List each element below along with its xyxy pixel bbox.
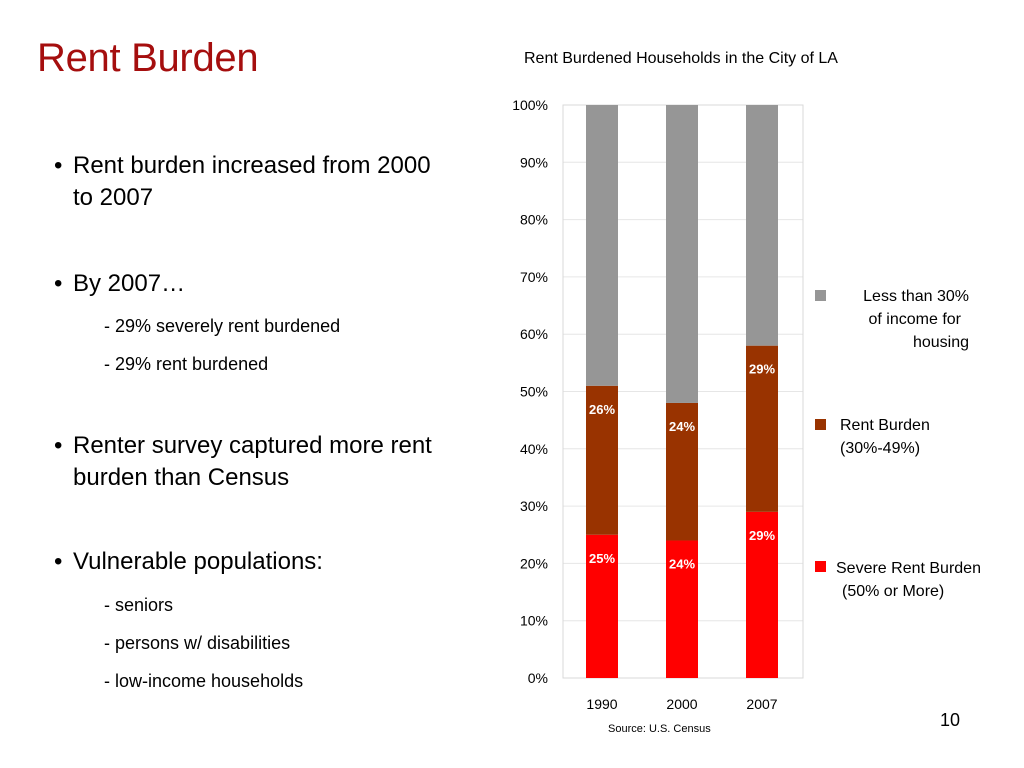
- legend-label-line: Less than 30%: [863, 288, 969, 305]
- bullet-dot: •: [54, 432, 63, 459]
- legend-label-line: (50% or More): [842, 583, 945, 600]
- bar-segment: [666, 105, 698, 403]
- y-tick-label: 70%: [520, 269, 548, 285]
- bullet-text: Rent burden increased from 2000 to 2007: [73, 152, 431, 211]
- slide-title: Rent Burden: [37, 36, 259, 80]
- y-tick-label: 50%: [520, 384, 548, 400]
- x-tick-label: 2000: [666, 696, 697, 712]
- y-tick-label: 0%: [528, 670, 548, 686]
- legend-label-line: Severe Rent Burden: [836, 560, 981, 577]
- bar-data-label: 29%: [749, 528, 775, 543]
- bar-data-label: 29%: [749, 362, 775, 377]
- source-note: Source: U.S. Census: [608, 723, 711, 735]
- legend-swatch-rent-burden: [815, 419, 826, 430]
- bullet-text: Renter survey captured more rent burden …: [73, 432, 432, 491]
- x-tick-label: 1990: [586, 696, 617, 712]
- bullet-subitem: - 29% rent burdened: [104, 354, 269, 374]
- bullet-item: • Vulnerable populations:: [54, 546, 454, 578]
- legend-swatch-less-than-30: [815, 290, 826, 301]
- bar-segment: [586, 385, 618, 535]
- legend-item-rent-burden: Rent Burden (30%-49%): [840, 414, 930, 460]
- bar-segment: [586, 105, 618, 386]
- bullet-item: • Rent burden increased from 2000 to 200…: [54, 150, 454, 214]
- bullet-subitem: - low-income households: [104, 671, 304, 691]
- legend-label-line: housing: [912, 334, 969, 351]
- y-tick-label: 20%: [520, 555, 548, 571]
- y-tick-label: 30%: [520, 498, 548, 514]
- y-tick-label: 90%: [520, 154, 548, 170]
- bullet-subitem: - persons w/ disabilities: [104, 633, 291, 653]
- y-tick-label: 100%: [512, 97, 548, 113]
- bullet-text: Vulnerable populations:: [73, 548, 323, 575]
- bullet-subitem: - seniors: [104, 595, 174, 615]
- bullet-dot: •: [54, 270, 63, 297]
- bar-data-label: 24%: [669, 419, 695, 434]
- bar-segment: [746, 511, 778, 678]
- bullet-item: • By 2007…: [54, 268, 454, 300]
- legend-label-line: of income for: [868, 311, 961, 328]
- y-tick-label: 60%: [520, 326, 548, 342]
- chart-title: Rent Burdened Households in the City of …: [524, 50, 838, 67]
- legend-label-line: Rent Burden: [840, 417, 930, 434]
- bar-segment: [746, 105, 778, 346]
- bar-segment: [666, 540, 698, 678]
- bar-data-label: 26%: [589, 402, 615, 417]
- bullet-dot: •: [54, 548, 63, 575]
- bar-data-label: 25%: [589, 551, 615, 566]
- legend-label-line: (30%-49%): [840, 440, 921, 457]
- bullet-dot: •: [54, 152, 63, 179]
- y-tick-label: 80%: [520, 212, 548, 228]
- bar-data-label: 24%: [669, 556, 695, 571]
- page-number: 10: [940, 710, 961, 730]
- bar-segment: [586, 534, 618, 678]
- bar-segment: [746, 345, 778, 512]
- x-tick-label: 2007: [746, 696, 777, 712]
- bullet-text: By 2007…: [73, 270, 186, 297]
- bullet-subitem: - 29% severely rent burdened: [104, 316, 341, 336]
- y-tick-label: 40%: [520, 441, 548, 457]
- legend-item-less-than-30: Less than 30% of income for housing: [836, 285, 969, 354]
- legend-item-severe-rent-burden: Severe Rent Burden (50% or More): [836, 557, 981, 603]
- bar-segment: [666, 402, 698, 541]
- bullet-item: • Renter survey captured more rent burde…: [54, 430, 454, 494]
- y-tick-label: 10%: [520, 613, 548, 629]
- legend-swatch-severe-rent-burden: [815, 561, 826, 572]
